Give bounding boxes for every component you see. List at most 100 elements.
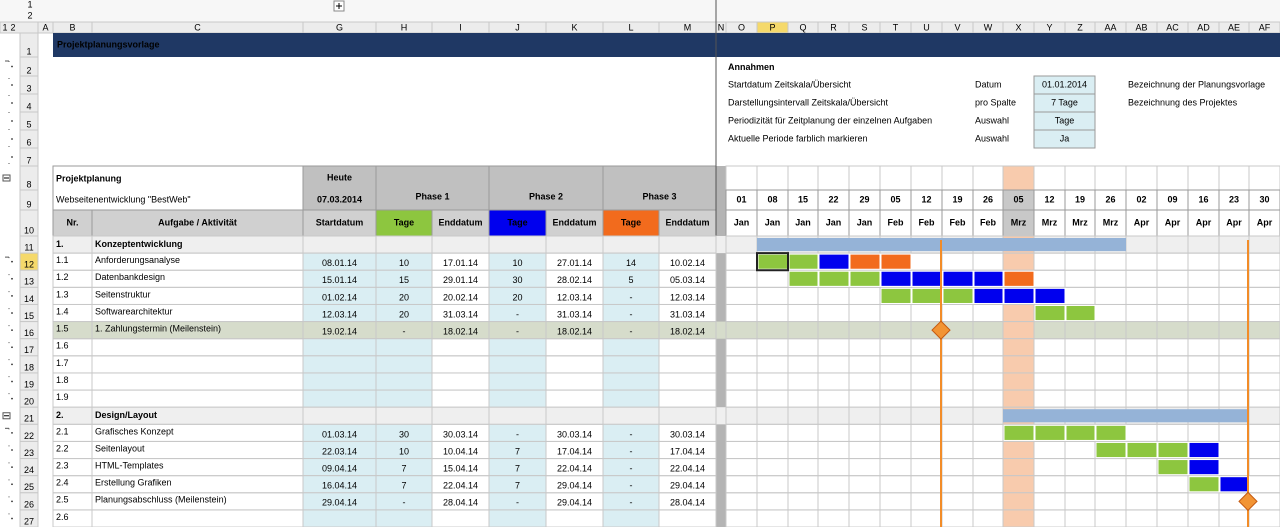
timeline-month: Feb <box>887 217 904 227</box>
column-heading: Enddatum <box>553 217 597 227</box>
gantt-bar <box>973 287 1004 304</box>
task-value: 15.01.14 <box>322 275 357 285</box>
row-number: 4 <box>26 101 31 111</box>
table-cell <box>488 355 547 374</box>
timeline-day: 08 <box>767 194 777 204</box>
row-number: 24 <box>24 465 34 475</box>
timeline-month-cell <box>941 209 974 237</box>
column-heading-cell <box>658 209 717 237</box>
assumption-value: 01.01.2014 <box>1042 79 1087 89</box>
task-value: 30.03.14 <box>557 429 592 439</box>
outline-dot <box>11 120 13 122</box>
table-cell <box>375 389 433 408</box>
gantt-bar <box>1003 270 1035 287</box>
outline-level: 2 <box>27 10 32 20</box>
assumption-unit: Auswahl <box>975 133 1009 143</box>
row-number: 17 <box>24 345 34 355</box>
section-text: Konzeptentwicklung <box>95 239 183 249</box>
timeline-month-cell <box>1218 209 1250 237</box>
phase-label: Phase 1 <box>415 191 449 201</box>
timeline-month: Apr <box>1134 217 1150 227</box>
gantt-bar <box>788 238 818 252</box>
column-letter: AB <box>1135 22 1147 32</box>
table-cell <box>602 355 660 374</box>
assumption-value: 7 Tage <box>1051 97 1078 107</box>
outline-dot <box>11 466 13 469</box>
gantt-bar <box>1034 409 1065 423</box>
task-value: 01.03.14 <box>322 429 357 439</box>
outline-dot <box>11 277 13 280</box>
timeline-month: Mrz <box>1042 217 1058 227</box>
assumption-label: Startdatum Zeitskala/Übersicht <box>728 79 852 89</box>
task-text: Datenbankdesign <box>95 272 165 282</box>
gantt-bar <box>1157 441 1189 459</box>
assumption-value: Ja <box>1060 133 1070 143</box>
table-cell <box>488 509 547 527</box>
outline-dot <box>11 363 13 366</box>
row-number: 8 <box>26 179 31 189</box>
task-value: 08.01.14 <box>322 258 357 268</box>
gantt-bar <box>1095 424 1127 441</box>
phase-label: Phase 3 <box>642 191 676 201</box>
row-number: 26 <box>24 499 34 509</box>
table-cell <box>602 338 660 357</box>
assumption-note: Bezeichnung des Projektes <box>1128 97 1238 107</box>
outline-level: 1 <box>2 22 7 32</box>
timeline-month: Jan <box>765 217 781 227</box>
timeline-day: 29 <box>859 194 869 204</box>
row-number: 12 <box>24 260 34 270</box>
gantt-bar <box>880 238 911 252</box>
selected-cell <box>756 252 789 272</box>
gantt-bar <box>880 270 912 287</box>
outline-dot <box>11 65 13 68</box>
task-text: 1.7 <box>56 358 69 368</box>
column-letter: A <box>42 22 48 32</box>
timeline-header-cell <box>787 165 819 191</box>
gantt-bar <box>818 253 850 270</box>
assumption-input <box>1033 129 1096 149</box>
outline-dot <box>11 483 13 486</box>
timeline-month: Mrz <box>1011 217 1027 227</box>
gantt-bar <box>818 270 850 287</box>
gantt-bar <box>911 270 943 287</box>
gantt-bar <box>1188 409 1219 423</box>
task-value: 10.02.14 <box>670 258 705 268</box>
timeline-header-cell <box>1248 165 1280 191</box>
task-value: 10 <box>399 446 409 456</box>
timeline-header-cell <box>848 165 881 191</box>
column-letter: AA <box>1104 22 1116 32</box>
outline-level: 2 <box>10 22 15 32</box>
task-value: - <box>630 292 633 302</box>
gantt-bar <box>1065 409 1095 423</box>
row-number: 7 <box>26 155 31 165</box>
task-value: 15 <box>399 275 409 285</box>
gantt-bar <box>1095 409 1126 423</box>
timeline-cell <box>1002 303 1035 323</box>
gantt-bar <box>973 270 1004 287</box>
task-value: - <box>516 327 519 337</box>
task-value: 16.04.14 <box>322 481 357 491</box>
timeline-month: Mrz <box>1072 217 1088 227</box>
gantt-bar <box>1095 238 1126 252</box>
task-value: 31.03.14 <box>670 309 705 319</box>
assumption-unit: Auswahl <box>975 115 1009 125</box>
gantt-bar <box>757 238 788 252</box>
task-value: 14 <box>626 258 636 268</box>
outline-dot <box>11 295 13 297</box>
task-value: - <box>403 327 406 337</box>
gantt-bar <box>1188 476 1220 493</box>
milestone <box>1238 491 1258 512</box>
outline-dot <box>11 380 13 383</box>
task-value: 29.04.14 <box>557 498 592 508</box>
timeline-day: 23 <box>1229 194 1239 204</box>
table-cell <box>375 338 433 357</box>
row-number: 14 <box>24 294 34 304</box>
gantt-bar <box>1126 409 1157 423</box>
task-value: 31.03.14 <box>443 309 478 319</box>
task-text: Seitenlayout <box>95 443 145 453</box>
timeline-cell <box>1002 509 1035 527</box>
column-heading-cell <box>488 209 547 237</box>
gantt-bar <box>1219 476 1250 493</box>
gantt-bar <box>880 253 912 270</box>
gantt-bar <box>1157 459 1189 476</box>
